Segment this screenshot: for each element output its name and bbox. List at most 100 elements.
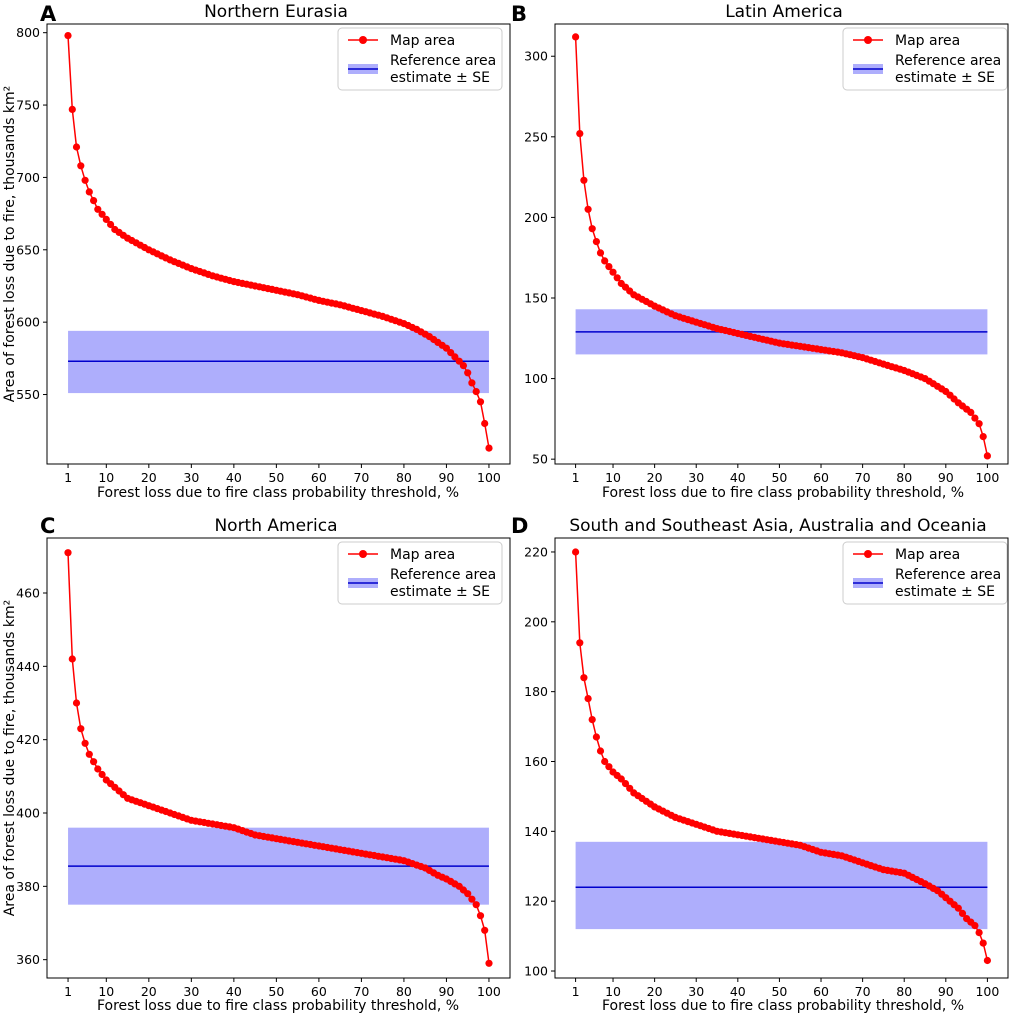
panel-c-legend: Map area Reference area estimate ± SE xyxy=(337,541,503,605)
map-area-point xyxy=(576,639,584,647)
x-tick-label: 30 xyxy=(183,470,199,485)
x-tick-label: 100 xyxy=(975,470,999,485)
map-area-point xyxy=(468,895,476,903)
y-tick-label: 100 xyxy=(524,964,548,979)
y-tick-label: 420 xyxy=(16,732,40,747)
map-area-point xyxy=(613,274,621,282)
y-tick-label: 650 xyxy=(16,242,40,257)
x-tick-label: 30 xyxy=(183,984,199,999)
legend-ref-label-1: Reference area xyxy=(390,567,496,583)
y-tick-label: 400 xyxy=(16,806,40,821)
map-area-point xyxy=(572,33,580,41)
map-area-point xyxy=(464,369,472,377)
x-tick-label: 1 xyxy=(572,470,580,485)
map-area-point xyxy=(90,758,98,766)
legend-ref-label-2: estimate ± SE xyxy=(390,70,490,86)
x-tick-label: 100 xyxy=(477,984,501,999)
y-tick-label: 150 xyxy=(524,290,548,305)
map-area-point xyxy=(596,249,605,257)
panel-a-plot-frame xyxy=(46,23,511,465)
panel-a-title: Northern Eurasia xyxy=(204,2,348,22)
y-tick-label: 180 xyxy=(524,684,548,699)
map-area-point xyxy=(102,215,110,223)
panel-d-title: South and Southeast Asia, Australia and … xyxy=(569,516,986,536)
map-area-point xyxy=(90,197,98,205)
map-area-point xyxy=(954,904,962,912)
panel-d: D South and Southeast Asia, Australia an… xyxy=(511,514,1009,1014)
map-area-point xyxy=(485,959,493,967)
map-area-point xyxy=(77,162,85,170)
legend-frame xyxy=(337,541,503,605)
legend-map-label: Map area xyxy=(390,33,455,49)
map-area-point xyxy=(68,105,76,113)
x-tick-label: 1 xyxy=(64,470,72,485)
map-area-point xyxy=(485,444,493,452)
panel-c-xlabel: Forest loss due to fire class probabilit… xyxy=(97,998,459,1014)
map-area-point xyxy=(85,188,93,196)
x-tick-label: 100 xyxy=(477,470,501,485)
map-area-point xyxy=(572,548,580,556)
map-area-point xyxy=(983,956,992,965)
y-tick-label: 440 xyxy=(16,659,40,674)
map-area-point xyxy=(979,433,987,441)
map-area-point xyxy=(601,757,609,766)
x-tick-label: 40 xyxy=(730,984,746,999)
map-area-point xyxy=(64,31,72,40)
x-tick-label: 90 xyxy=(438,470,454,485)
map-area-point xyxy=(94,205,102,213)
map-area-point xyxy=(107,220,115,229)
map-area-point xyxy=(481,419,489,428)
panel-c-series-group xyxy=(64,549,493,967)
x-tick-label: 20 xyxy=(647,470,663,485)
panel-b-yticks: 50 100 150 200 250 300 xyxy=(524,49,555,467)
x-tick-label: 20 xyxy=(141,984,157,999)
panel-b-xticks: 1 10 20 30 40 50 60 70 80 90 100 xyxy=(572,464,999,485)
x-tick-label: 10 xyxy=(605,984,621,999)
map-area-point xyxy=(98,770,106,779)
y-tick-label: 220 xyxy=(524,544,548,559)
x-tick-label: 60 xyxy=(813,984,829,999)
panel-a-letter: A xyxy=(40,2,57,26)
y-tick-label: 200 xyxy=(524,210,548,225)
map-area-point xyxy=(72,143,81,151)
x-tick-label: 20 xyxy=(647,984,663,999)
legend-map-marker xyxy=(359,36,367,44)
map-area-point xyxy=(580,176,588,184)
map-area-point xyxy=(64,549,72,557)
panel-d-yticks: 100 120 140 160 180 200 220 xyxy=(524,544,555,979)
map-area-point xyxy=(472,901,480,909)
map-area-point xyxy=(584,695,592,703)
x-tick-label: 80 xyxy=(896,984,912,999)
map-area-point xyxy=(588,716,596,724)
map-area-point xyxy=(617,775,625,783)
map-area-line xyxy=(574,36,989,457)
panel-c-letter: C xyxy=(40,514,55,538)
x-tick-label: 70 xyxy=(353,984,369,999)
reference-se-band xyxy=(575,841,988,930)
panel-a-ylabel: Area of forest loss due to fire, thousan… xyxy=(2,86,18,403)
panel-a-yticks: 550 600 650 700 750 800 xyxy=(16,25,47,402)
y-tick-label: 700 xyxy=(16,170,40,185)
y-tick-label: 100 xyxy=(524,371,548,386)
map-area-point xyxy=(609,268,617,276)
x-tick-label: 90 xyxy=(938,470,954,485)
x-tick-label: 40 xyxy=(226,984,242,999)
legend-ref-label-1: Reference area xyxy=(895,53,1001,69)
panel-b-band-group xyxy=(575,309,988,355)
map-area-point xyxy=(605,763,613,771)
map-area-point xyxy=(596,747,605,755)
legend-frame xyxy=(842,541,1008,605)
map-area-point xyxy=(983,452,992,460)
map-area-point xyxy=(476,912,485,920)
y-tick-label: 250 xyxy=(524,129,548,144)
panel-a-xticks: 1 10 20 30 40 50 60 70 80 90 100 xyxy=(64,464,501,485)
panel-d-letter: D xyxy=(511,514,528,538)
map-area-point xyxy=(98,210,106,218)
map-area-point xyxy=(626,784,634,792)
panel-d-band-group xyxy=(575,841,988,930)
y-tick-label: 600 xyxy=(16,315,40,330)
map-area-point xyxy=(975,929,983,937)
map-area-point xyxy=(94,765,102,773)
